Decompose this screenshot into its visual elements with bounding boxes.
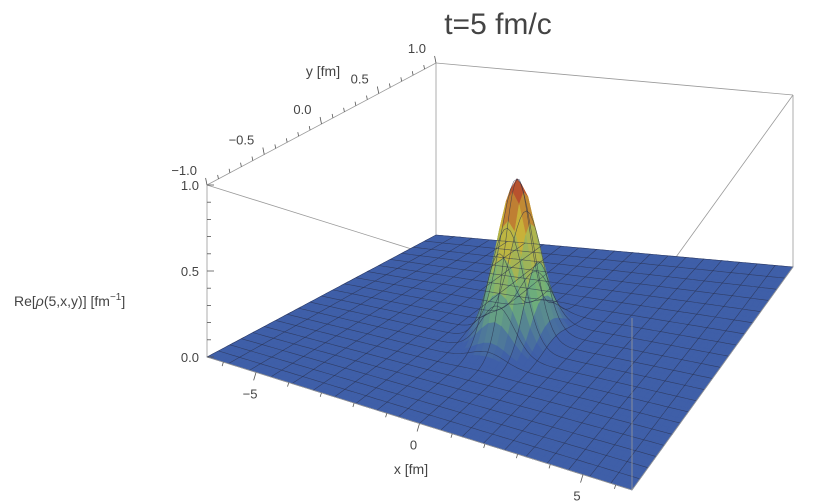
y-tick [389, 83, 391, 88]
y-tick [251, 156, 254, 161]
y-tick [240, 162, 242, 167]
mesh-line-y [435, 234, 794, 268]
x-tick [221, 362, 224, 367]
x-tick [614, 484, 617, 489]
y-tick-label: −0.5 [229, 133, 255, 148]
mesh-line-y [378, 265, 753, 324]
y-tick [319, 116, 322, 125]
mesh-line-y [287, 314, 689, 413]
mesh-line-y [424, 240, 785, 279]
x-axis-label: x [fm] [394, 461, 428, 477]
y-tick [228, 168, 231, 173]
x-tick [253, 372, 257, 381]
z-tick-label: 1.0 [181, 178, 199, 193]
mesh-line-y [321, 178, 713, 379]
y-tick [366, 95, 368, 100]
x-tick [580, 474, 584, 483]
x-tick [385, 413, 388, 418]
chart-title: t=5 fm/c [444, 8, 552, 41]
x-tick [450, 433, 453, 438]
x-tick [416, 423, 420, 432]
y-tick [217, 174, 219, 179]
z-axis-label: Re[ρ(5,x,y)] [fm−1] [14, 292, 125, 309]
y-axis-label: y [fm] [306, 63, 340, 79]
mesh-line-y [390, 259, 761, 312]
surface-mesh [206, 178, 794, 491]
mesh-line-y [229, 344, 649, 468]
x-tick-label: 5 [573, 489, 580, 504]
y-tick [262, 147, 265, 155]
z-axis-ticks: 0.0 0.5 1.0 [181, 178, 214, 365]
y-tick-label: 1.0 [408, 41, 426, 56]
y-tick [400, 77, 403, 82]
y-tick [297, 132, 299, 137]
mesh-line-y [275, 320, 681, 424]
mesh-line-y [332, 210, 721, 368]
x-tick [287, 382, 290, 387]
x-tick [352, 402, 355, 408]
box-edge-front [631, 266, 794, 491]
y-tick [423, 65, 425, 70]
mesh-line-y [241, 338, 657, 457]
x-tick-label: −5 [243, 386, 258, 401]
mesh-line-y [355, 277, 737, 346]
x-axis-ticks: −5 0 5 [221, 362, 617, 504]
y-axis-ticks: −1.0 −0.5 0.0 0.5 1.0 [171, 41, 437, 186]
mesh-line-y [298, 305, 697, 402]
x-tick [515, 454, 518, 459]
box-edge [435, 62, 794, 96]
z-tick-label: 0.0 [181, 350, 199, 365]
y-tick [343, 107, 345, 112]
mesh-line-y [218, 350, 641, 480]
y-tick [331, 113, 334, 118]
y-tick [308, 126, 311, 131]
mesh-line-y [252, 332, 665, 446]
mesh-line-y [401, 253, 769, 301]
y-tick-label: −1.0 [171, 163, 197, 178]
z-tick-label: 0.5 [181, 264, 199, 279]
y-tick [274, 144, 277, 149]
y-tick [411, 71, 414, 76]
mesh-line-y [264, 326, 673, 435]
y-tick-label: 0.0 [293, 102, 311, 117]
y-tick [205, 177, 208, 186]
x-tick [319, 392, 322, 397]
x-tick [548, 464, 551, 469]
y-tick [285, 138, 288, 143]
y-tick [376, 86, 380, 94]
y-tick-label: 0.5 [351, 72, 369, 87]
mesh-line-y [367, 271, 745, 335]
x-tick-label: 0 [410, 438, 417, 453]
y-tick [434, 55, 437, 64]
mesh-line-y [413, 246, 777, 290]
mesh-line-y [344, 271, 729, 357]
y-tick [354, 101, 357, 106]
x-tick [483, 443, 486, 449]
mesh-line-y [310, 227, 705, 390]
